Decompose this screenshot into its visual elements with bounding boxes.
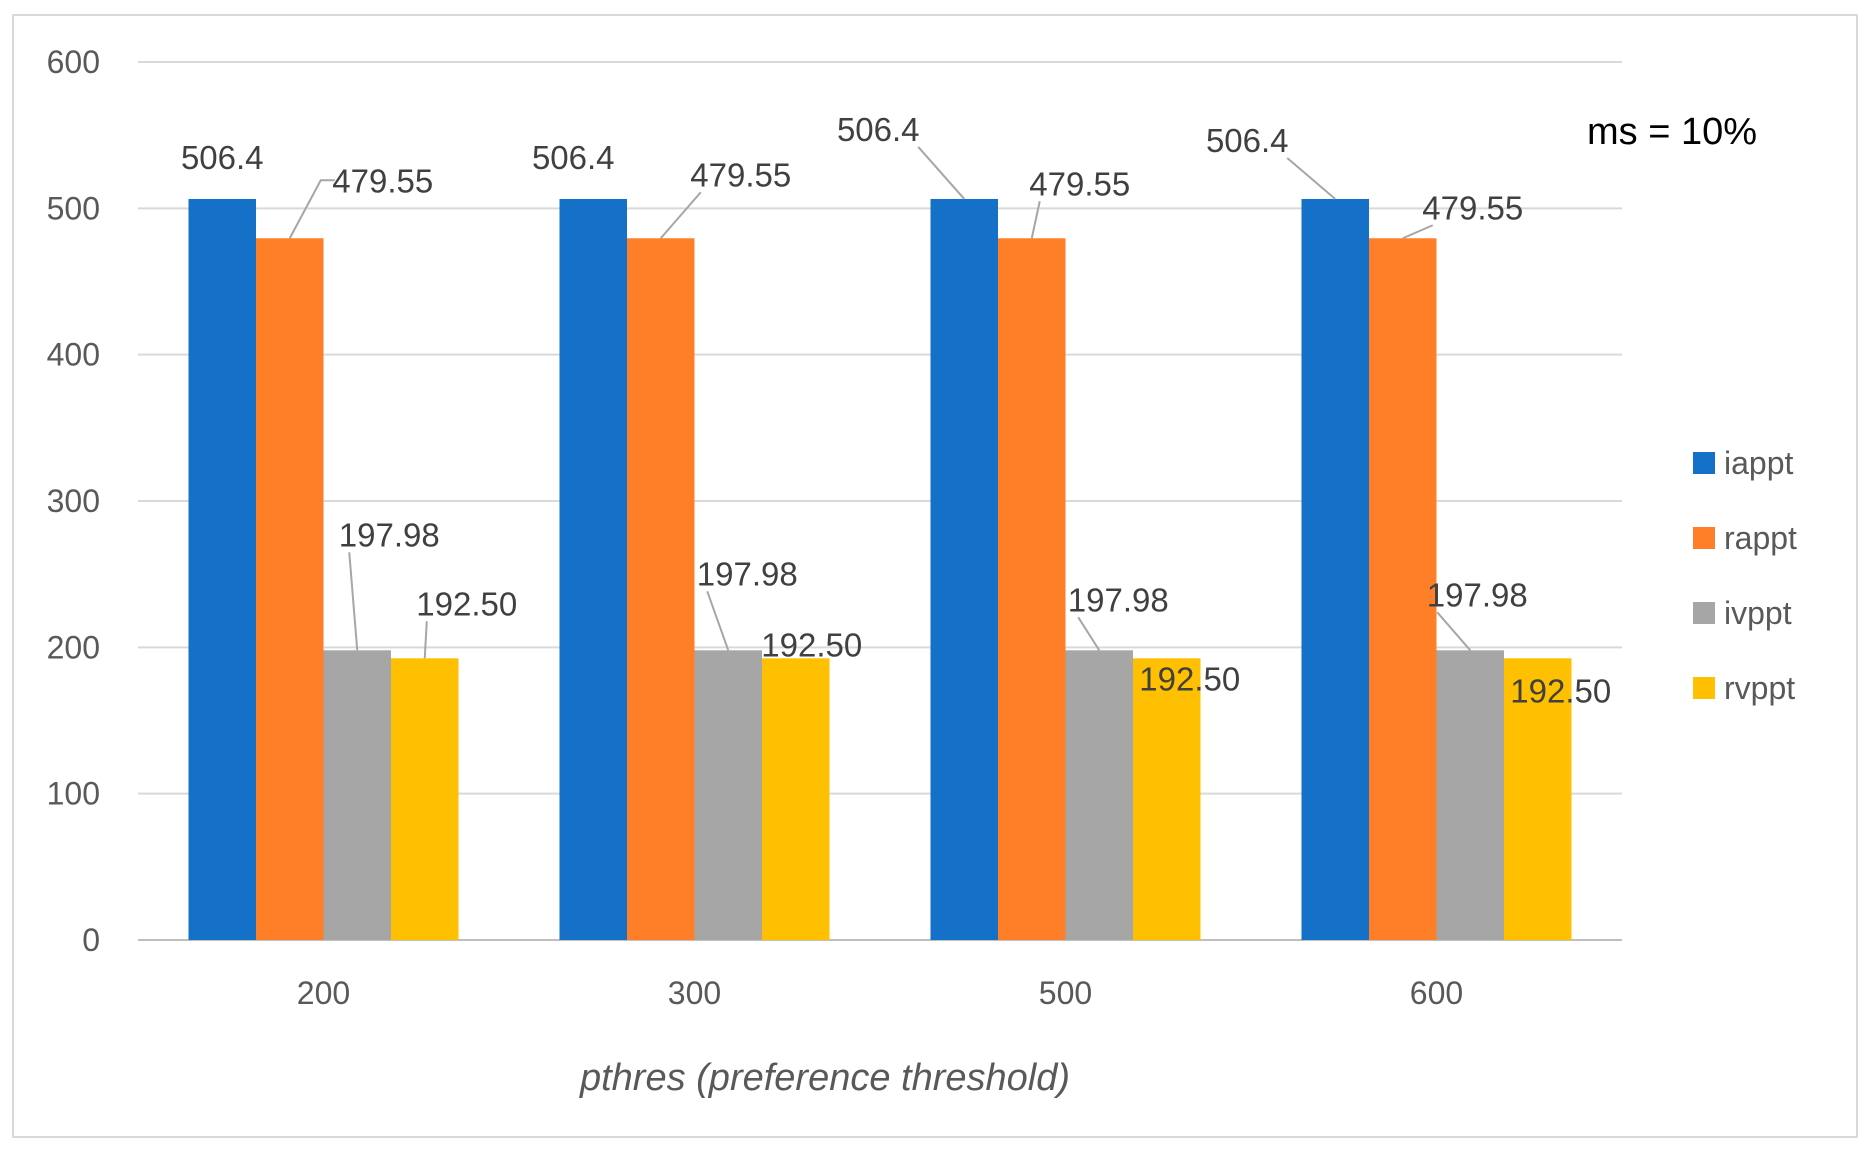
y-tick-label: 500 bbox=[47, 190, 100, 226]
bar-iappt-600 bbox=[1301, 198, 1369, 940]
data-label-rappt-300: 479.55 bbox=[690, 156, 791, 193]
bar-ivppt-500 bbox=[1065, 650, 1133, 940]
y-tick-label: 400 bbox=[47, 337, 100, 373]
bar-rappt-300 bbox=[627, 238, 695, 941]
y-axis-tick-labels: 0 100 200 300 400 500 600 bbox=[47, 44, 100, 958]
data-label-rvppt-300: 192.50 bbox=[761, 626, 862, 663]
legend-swatch-ivppt bbox=[1693, 602, 1715, 624]
data-label-ivppt-200: 197.98 bbox=[339, 516, 440, 553]
bar-rappt-200 bbox=[256, 238, 324, 941]
data-label-rvppt-600: 192.50 bbox=[1510, 672, 1611, 709]
y-tick-label: 600 bbox=[47, 44, 100, 80]
data-label-rvppt-200: 192.50 bbox=[416, 585, 517, 622]
x-tick-label: 600 bbox=[1410, 975, 1463, 1011]
bar-iappt-200 bbox=[188, 198, 256, 940]
bar-rvppt-200 bbox=[391, 658, 459, 940]
leader-line-rappt-200 bbox=[288, 179, 335, 239]
data-label-leader-lines bbox=[288, 146, 1472, 659]
y-tick-label: 100 bbox=[47, 776, 100, 812]
leader-line-rvppt-200 bbox=[423, 621, 428, 659]
data-label-ivppt-600: 197.98 bbox=[1427, 576, 1528, 613]
bar-ivppt-200 bbox=[323, 650, 391, 940]
y-tick-label: 300 bbox=[47, 483, 100, 519]
leader-line-ivppt-500 bbox=[1077, 616, 1101, 651]
legend: iappt rappt ivppt rvppt bbox=[1693, 445, 1797, 706]
data-label-rvppt-500: 192.50 bbox=[1139, 660, 1240, 697]
data-label-iappt-200: 506.4 bbox=[181, 139, 264, 176]
bar-ivppt-300 bbox=[694, 650, 762, 940]
leader-line-rappt-600 bbox=[1402, 224, 1434, 240]
data-labels: 506.4 479.55 197.98 192.50 506.4 479.55 197.98… bbox=[181, 111, 1611, 709]
bar-rappt-500 bbox=[998, 238, 1066, 941]
leader-line-rappt-500 bbox=[1030, 201, 1041, 239]
legend-swatch-iappt bbox=[1693, 452, 1715, 474]
leader-line-rappt-300 bbox=[659, 191, 702, 239]
bar-iappt-300 bbox=[559, 198, 627, 940]
data-label-ivppt-300: 197.98 bbox=[697, 555, 798, 592]
y-tick-label: 200 bbox=[47, 629, 100, 665]
data-label-rappt-200: 479.55 bbox=[332, 162, 433, 199]
leader-line-ivppt-600 bbox=[1436, 611, 1472, 651]
legend-label-ivppt: ivppt bbox=[1724, 595, 1792, 631]
data-label-iappt-300: 506.4 bbox=[532, 139, 615, 176]
x-axis-tick-labels: 200 300 500 600 bbox=[297, 975, 1463, 1011]
leader-line-ivppt-300 bbox=[706, 590, 730, 651]
legend-label-rvppt: rvppt bbox=[1724, 670, 1795, 706]
bar-rvppt-500 bbox=[1133, 658, 1201, 940]
bar-iappt-500 bbox=[930, 198, 998, 940]
x-tick-label: 500 bbox=[1039, 975, 1092, 1011]
bar-rvppt-600 bbox=[1504, 658, 1572, 940]
x-tick-label: 300 bbox=[668, 975, 721, 1011]
x-axis-title: pthres (preference threshold) bbox=[579, 1057, 1070, 1099]
bar-rappt-600 bbox=[1369, 238, 1437, 941]
legend-swatch-rappt bbox=[1693, 527, 1715, 549]
legend-label-iappt: iappt bbox=[1724, 445, 1794, 481]
ms-annotation: ms = 10% bbox=[1587, 111, 1757, 153]
y-tick-label: 0 bbox=[82, 922, 100, 958]
bar-rvppt-300 bbox=[762, 658, 830, 940]
leader-line-iappt-600 bbox=[1286, 157, 1336, 200]
bar-ivppt-600 bbox=[1436, 650, 1504, 940]
data-label-rappt-500: 479.55 bbox=[1029, 165, 1130, 202]
data-label-rappt-600: 479.55 bbox=[1422, 189, 1523, 226]
leader-line-iappt-500 bbox=[917, 146, 965, 200]
x-tick-label: 200 bbox=[297, 975, 350, 1011]
legend-label-rappt: rappt bbox=[1724, 520, 1797, 556]
data-label-ivppt-500: 197.98 bbox=[1068, 581, 1169, 618]
legend-swatch-rvppt bbox=[1693, 677, 1715, 699]
data-label-iappt-500: 506.4 bbox=[837, 111, 920, 148]
data-label-iappt-600: 506.4 bbox=[1206, 122, 1289, 159]
leader-line-ivppt-200 bbox=[348, 552, 359, 651]
bars bbox=[188, 198, 1572, 941]
